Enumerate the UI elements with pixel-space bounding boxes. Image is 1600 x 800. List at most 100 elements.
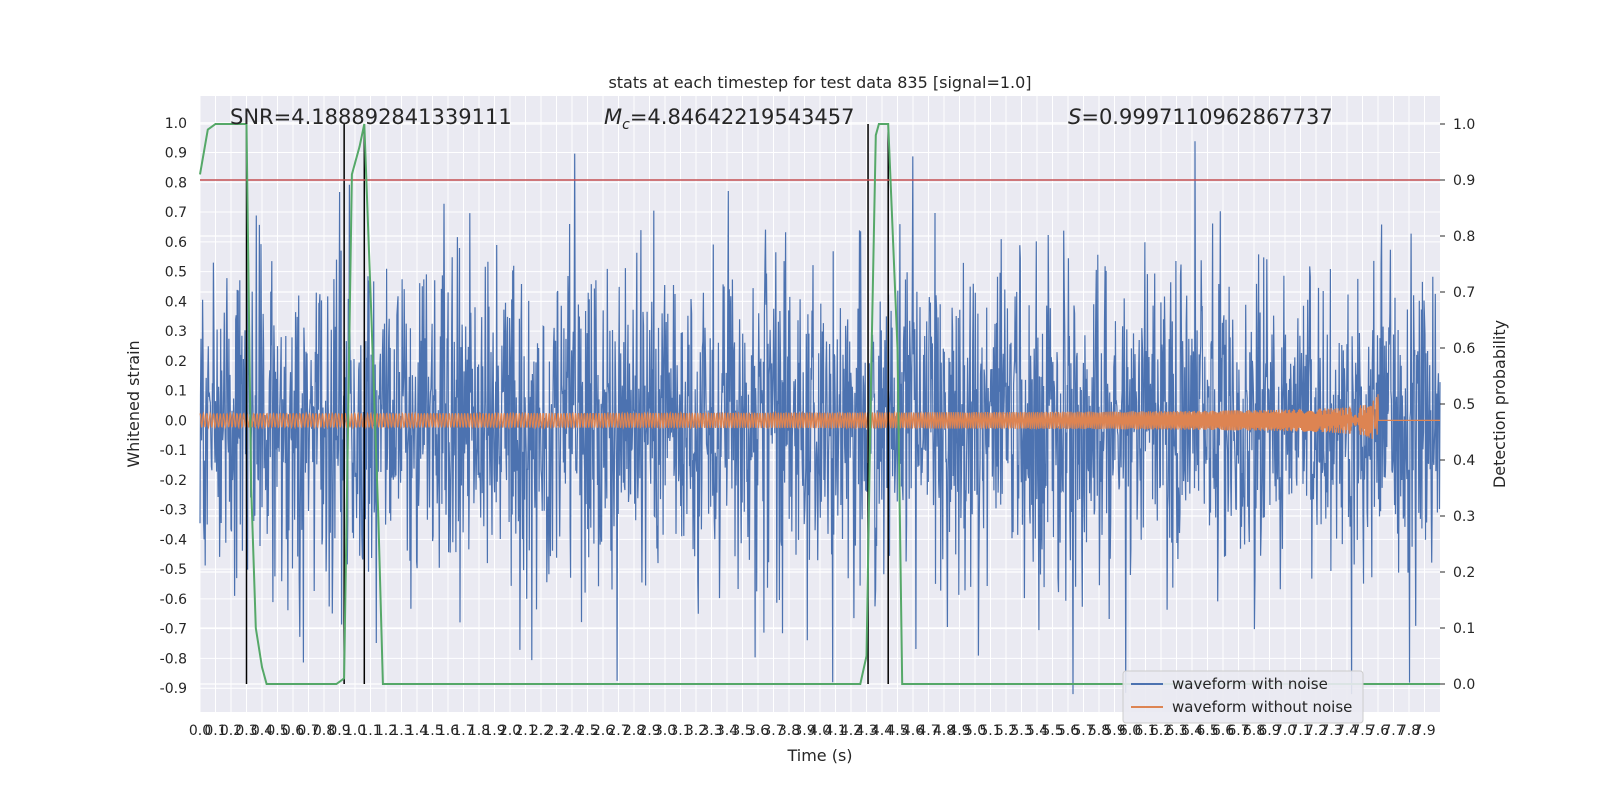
y-tick-label: -0.4 <box>160 532 187 548</box>
x-tick-label: 3.7 <box>762 723 784 739</box>
y2-ticks: 1.0 0.9 0.8 0.7 0.6 0.5 0.4 0.3 0.2 0.1 0.0 <box>1440 117 1475 693</box>
x-tick-label: 1.9 <box>483 723 505 739</box>
x-tick-label: 4.5 <box>886 723 908 739</box>
x-tick-label: 2.2 <box>530 723 552 739</box>
x-tick-label: 0.1 <box>204 723 226 739</box>
y2-tick-label: 0.3 <box>1453 509 1475 525</box>
y-tick-label: -0.2 <box>160 473 187 489</box>
x-tick-label: 4.8 <box>933 723 955 739</box>
x-tick-label: 3.5 <box>731 723 753 739</box>
x-tick-label: 7.9 <box>1413 723 1435 739</box>
annotation-score-symbol: S <box>1068 105 1081 129</box>
x-tick-label: 2.9 <box>638 723 660 739</box>
y-tick-label: 0.8 <box>165 175 187 191</box>
x-tick-label: 7.2 <box>1305 723 1327 739</box>
y-tick-label: 0.6 <box>165 235 187 251</box>
annotation-score-value: =0.9997110962867737 <box>1081 105 1332 129</box>
y2-tick-label: 0.6 <box>1453 341 1475 357</box>
series-waveform-with-noise <box>199 141 1441 695</box>
y-tick-label: 0.4 <box>165 294 187 310</box>
x-tick-label: 6.6 <box>1212 723 1234 739</box>
series-detection-probability <box>199 123 1440 685</box>
x-axis-label: Time (s) <box>786 746 852 765</box>
x-tick-label: 1.8 <box>468 723 490 739</box>
x-tick-label: 1.4 <box>406 723 428 739</box>
x-tick-label: 1.7 <box>452 723 474 739</box>
y2-tick-label: 1.0 <box>1453 117 1475 133</box>
annotation-chirp-mass: Mc=4.84642219543457 <box>604 105 855 133</box>
legend-label-signal: waveform without noise <box>1172 698 1352 716</box>
x-tick-label: 1.3 <box>390 723 412 739</box>
x-tick-label: 1.5 <box>421 723 443 739</box>
x-tick-label: 3.6 <box>747 723 769 739</box>
x-tick-label: 0.0 <box>189 723 211 739</box>
legend-box <box>1122 670 1364 724</box>
x-ticks: 0.00.10.20.30.40.50.60.70.80.91.01.11.21… <box>189 723 1436 739</box>
x-tick-label: 5.3 <box>1010 723 1032 739</box>
x-tick-label: 5.8 <box>1088 723 1110 739</box>
y-ticks: 1.0 0.9 0.8 0.7 0.6 0.5 0.4 0.3 0.2 0.1 0.0 -0.1 -0.… <box>160 116 187 697</box>
y-tick-label: 0.7 <box>165 205 187 221</box>
x-tick-label: 1.6 <box>437 723 459 739</box>
x-tick-label: 2.0 <box>499 723 521 739</box>
y-tick-label: 0.2 <box>165 354 187 370</box>
y-tick-label: 0.9 <box>165 146 187 162</box>
x-tick-label: 4.4 <box>871 723 893 739</box>
x-tick-label: 4.9 <box>948 723 970 739</box>
x-tick-label: 2.5 <box>576 723 598 739</box>
y-tick-label: 0.0 <box>165 413 187 429</box>
annotation-chirp-mass-symbol: M <box>604 105 622 129</box>
x-tick-label: 6.2 <box>1150 723 1172 739</box>
x-tick-label: 1.1 <box>359 723 381 739</box>
y2-tick-label: 0.1 <box>1453 621 1475 637</box>
x-tick-label: 6.9 <box>1258 723 1280 739</box>
x-tick-label: 7.6 <box>1367 723 1389 739</box>
x-tick-label: 6.5 <box>1196 723 1218 739</box>
y-tick-label: -0.6 <box>160 592 187 608</box>
x-tick-label: 5.4 <box>1026 723 1048 739</box>
x-tick-label: 0.7 <box>297 723 319 739</box>
x-tick-label: 6.8 <box>1243 723 1265 739</box>
x-tick-label: 2.3 <box>545 723 567 739</box>
x-tick-label: 5.1 <box>979 723 1001 739</box>
x-tick-label: 3.2 <box>685 723 707 739</box>
y-axis-label: Whitened strain <box>124 340 143 467</box>
x-tick-label: 5.7 <box>1072 723 1094 739</box>
x-tick-label: 4.0 <box>809 723 831 739</box>
x-tick-label: 7.1 <box>1289 723 1311 739</box>
noise-path <box>199 141 1441 695</box>
x-tick-label: 5.0 <box>964 723 986 739</box>
y2-tick-label: 0.7 <box>1453 285 1475 301</box>
x-tick-label: 7.4 <box>1336 723 1358 739</box>
x-tick-label: 4.1 <box>824 723 846 739</box>
x-tick-label: 3.0 <box>654 723 676 739</box>
x-tick-label: 1.2 <box>375 723 397 739</box>
x-tick-label: 5.9 <box>1103 723 1125 739</box>
y-tick-label: -0.7 <box>160 622 187 638</box>
x-tick-label: 1.0 <box>344 723 366 739</box>
y2-tick-label: 0.8 <box>1453 229 1475 245</box>
x-tick-label: 6.1 <box>1134 723 1156 739</box>
x-tick-label: 5.2 <box>995 723 1017 739</box>
y-tick-label: 0.1 <box>165 384 187 400</box>
x-tick-label: 3.8 <box>778 723 800 739</box>
x-tick-label: 2.8 <box>623 723 645 739</box>
y-tick-label: 0.3 <box>165 324 187 340</box>
x-tick-label: 3.1 <box>669 723 691 739</box>
legend-label-noise: waveform with noise <box>1172 675 1328 693</box>
y-tick-label: -0.3 <box>160 503 187 519</box>
x-tick-label: 4.6 <box>902 723 924 739</box>
legend: waveform with noise waveform without noi… <box>1122 670 1364 724</box>
x-tick-label: 5.5 <box>1041 723 1063 739</box>
x-tick-label: 7.3 <box>1320 723 1342 739</box>
y2-tick-label: 0.2 <box>1453 565 1475 581</box>
annotation-chirp-mass-value: =4.84642219543457 <box>630 105 855 129</box>
series-waveform-without-noise <box>199 394 1440 439</box>
y2-axis-label: Detection probability <box>1490 320 1509 488</box>
y2-tick-label: 0.5 <box>1453 397 1475 413</box>
chart-title: stats at each timestep for test data 835… <box>608 73 1031 92</box>
annotation-snr: SNR=4.188892841339111 <box>230 105 512 129</box>
x-tick-label: 5.6 <box>1057 723 1079 739</box>
y-tick-label: -0.8 <box>160 651 187 667</box>
